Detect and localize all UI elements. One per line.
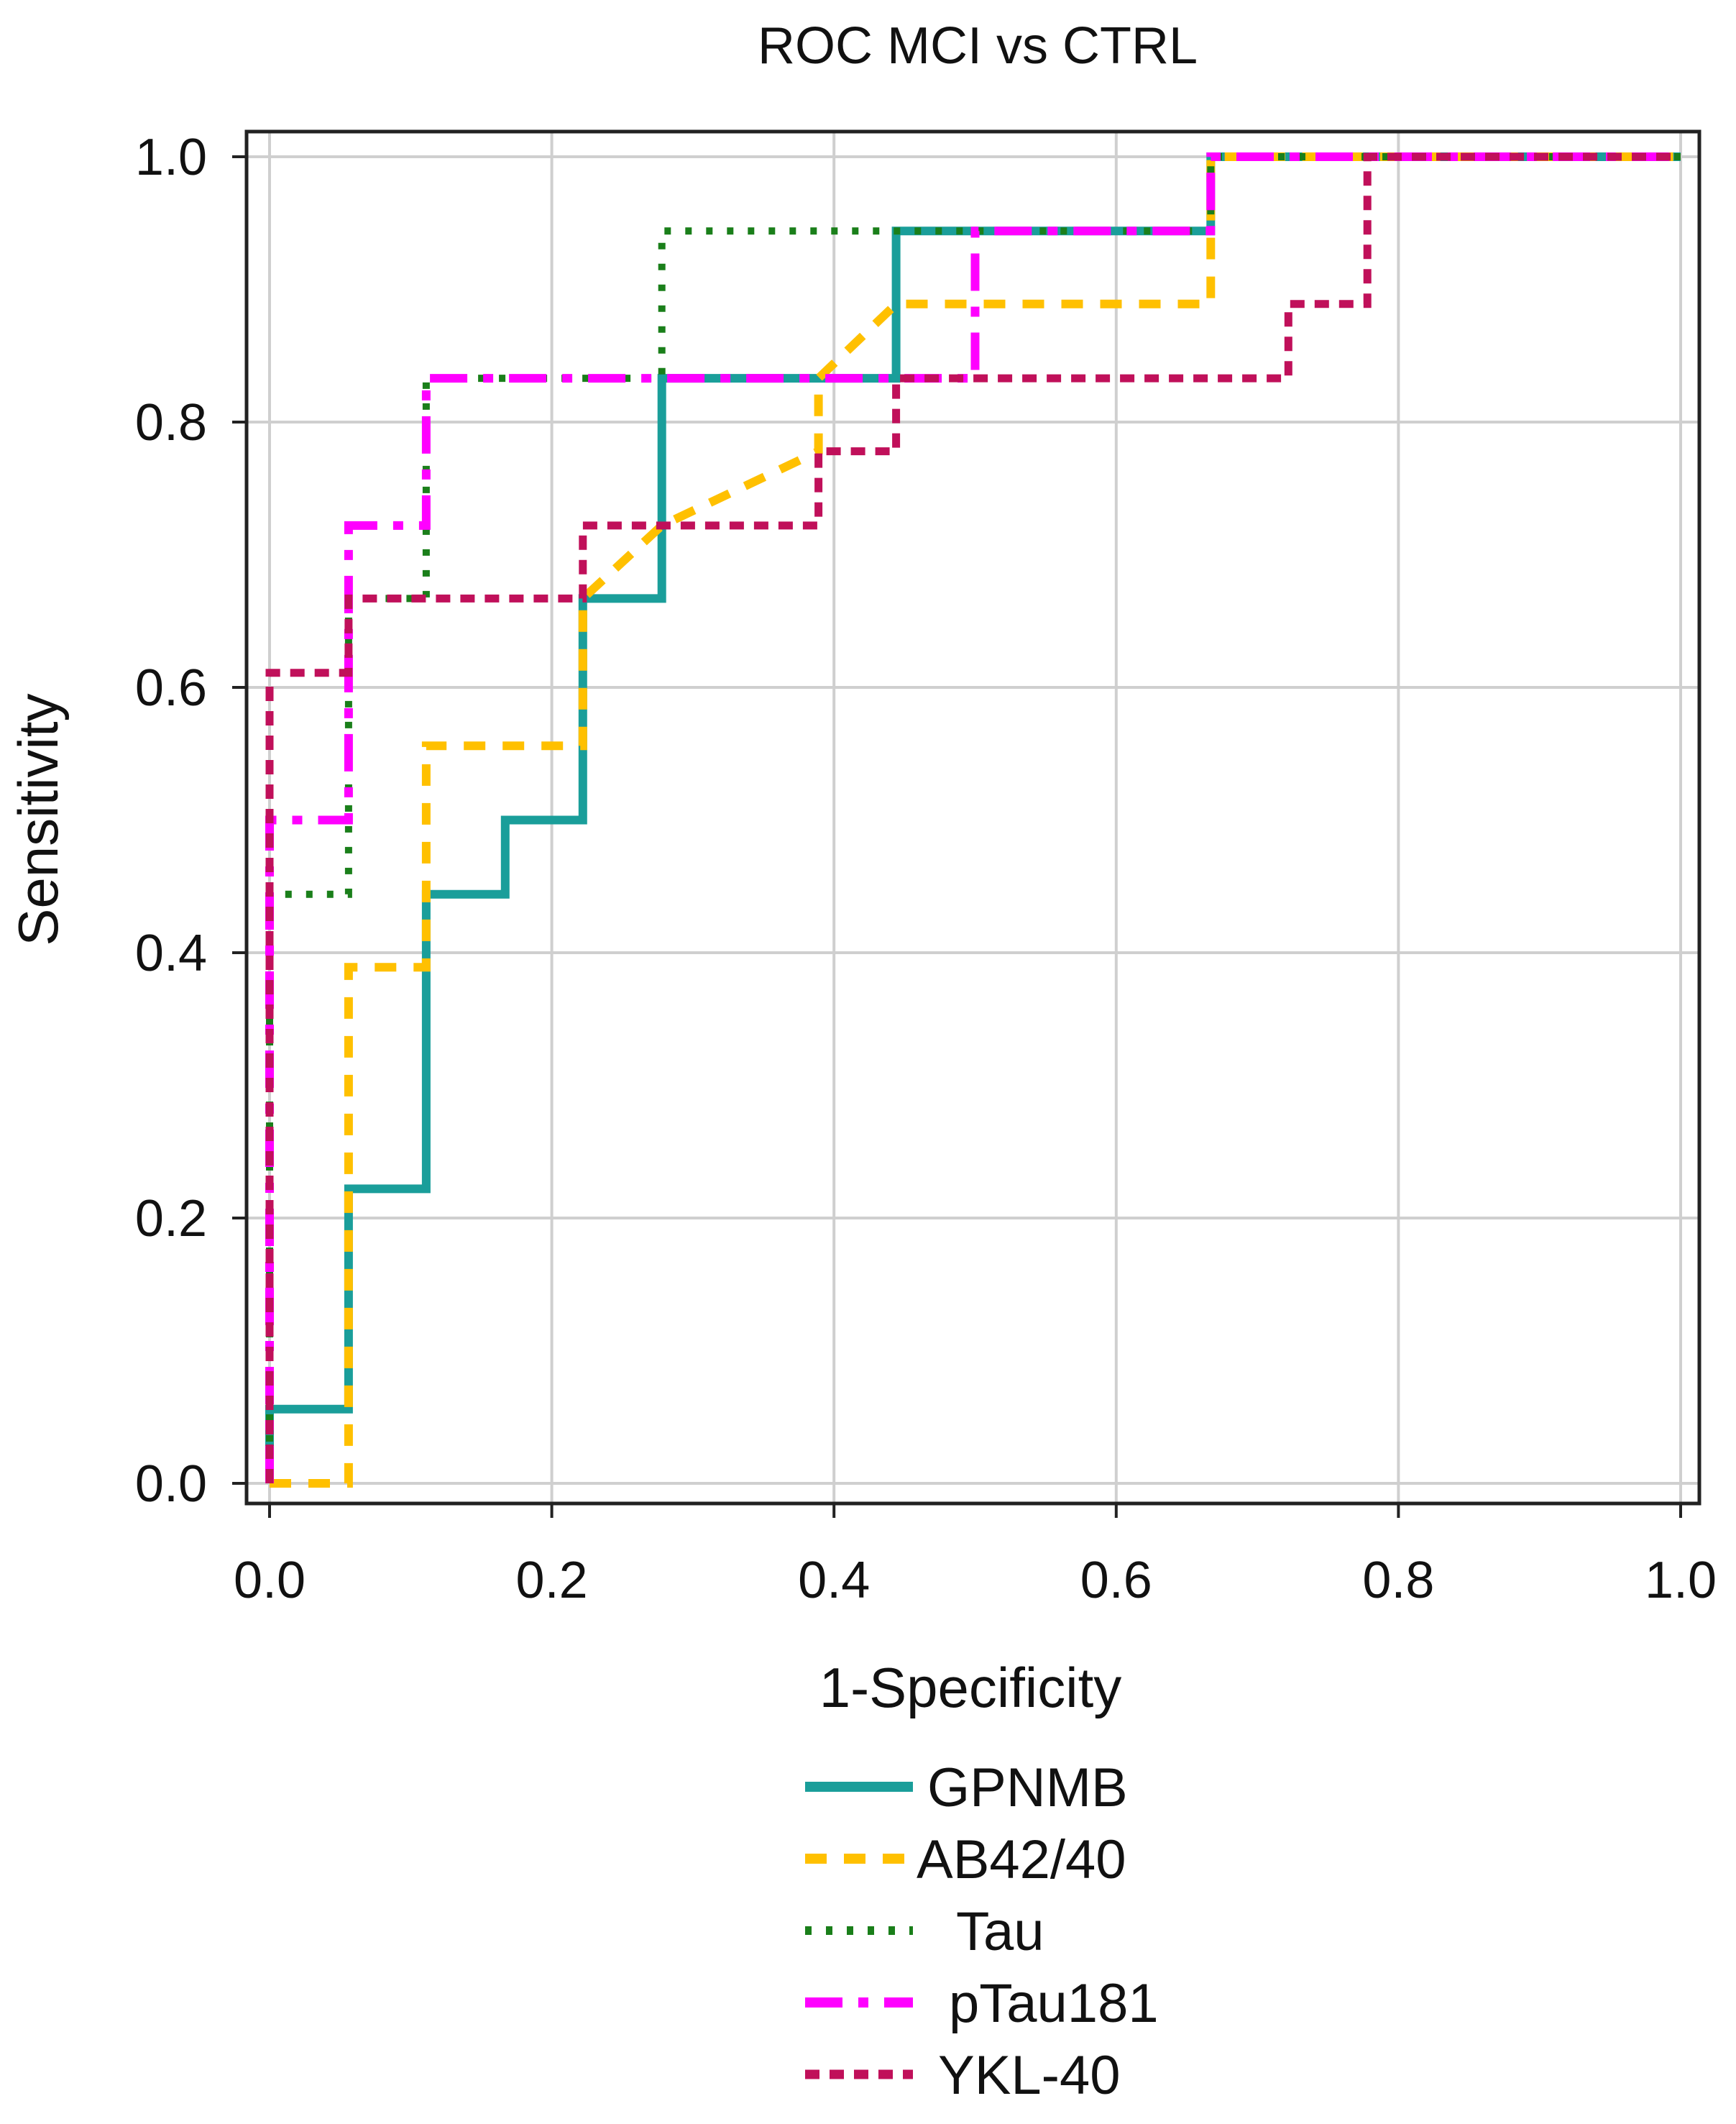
legend-label: AB42/40	[917, 1829, 1126, 1890]
grid	[247, 132, 1699, 1503]
x-tick-label: 0.6	[1080, 1552, 1152, 1609]
series-line-ptau181	[265, 152, 1681, 1483]
y-tick-label: 0.4	[135, 925, 207, 982]
legend: GPNMB AB42/40 Tau pTau181 YKL-40	[805, 1757, 1159, 2106]
y-tick-label: 0.0	[135, 1455, 207, 1513]
legend-label: pTau181	[949, 1973, 1159, 2034]
x-tick-label: 0.8	[1362, 1552, 1434, 1609]
chart-title: ROC MCI vs CTRL	[758, 17, 1198, 75]
y-axis-label: Sensitivity	[6, 693, 70, 946]
y-tick-label: 1.0	[135, 129, 207, 186]
legend-label: GPNMB	[927, 1757, 1128, 1818]
series-line-ab42-40	[270, 152, 1681, 1488]
plot-frame	[244, 129, 1701, 1506]
series-line-ykl-40	[265, 152, 1681, 1483]
x-tick-label: 0.2	[516, 1552, 588, 1609]
y-tick-label: 0.6	[135, 659, 207, 717]
y-tick-label: 0.8	[135, 394, 207, 452]
x-tick-label: 0.4	[798, 1552, 870, 1609]
y-tick-label: 0.2	[135, 1190, 207, 1248]
series-lines	[265, 152, 1681, 1488]
x-tick-label: 1.0	[1645, 1552, 1717, 1609]
ticks: 0.0 0.2 0.4 0.6 0.8 1.0 0.0 0.2 0.4 0.6 0.8 1.0	[135, 129, 1717, 1609]
x-tick-label: 0.0	[234, 1552, 306, 1609]
x-axis-label: 1-Specificity	[819, 1656, 1121, 1719]
legend-label: YKL-40	[938, 2045, 1121, 2106]
legend-label: Tau	[956, 1901, 1044, 1962]
